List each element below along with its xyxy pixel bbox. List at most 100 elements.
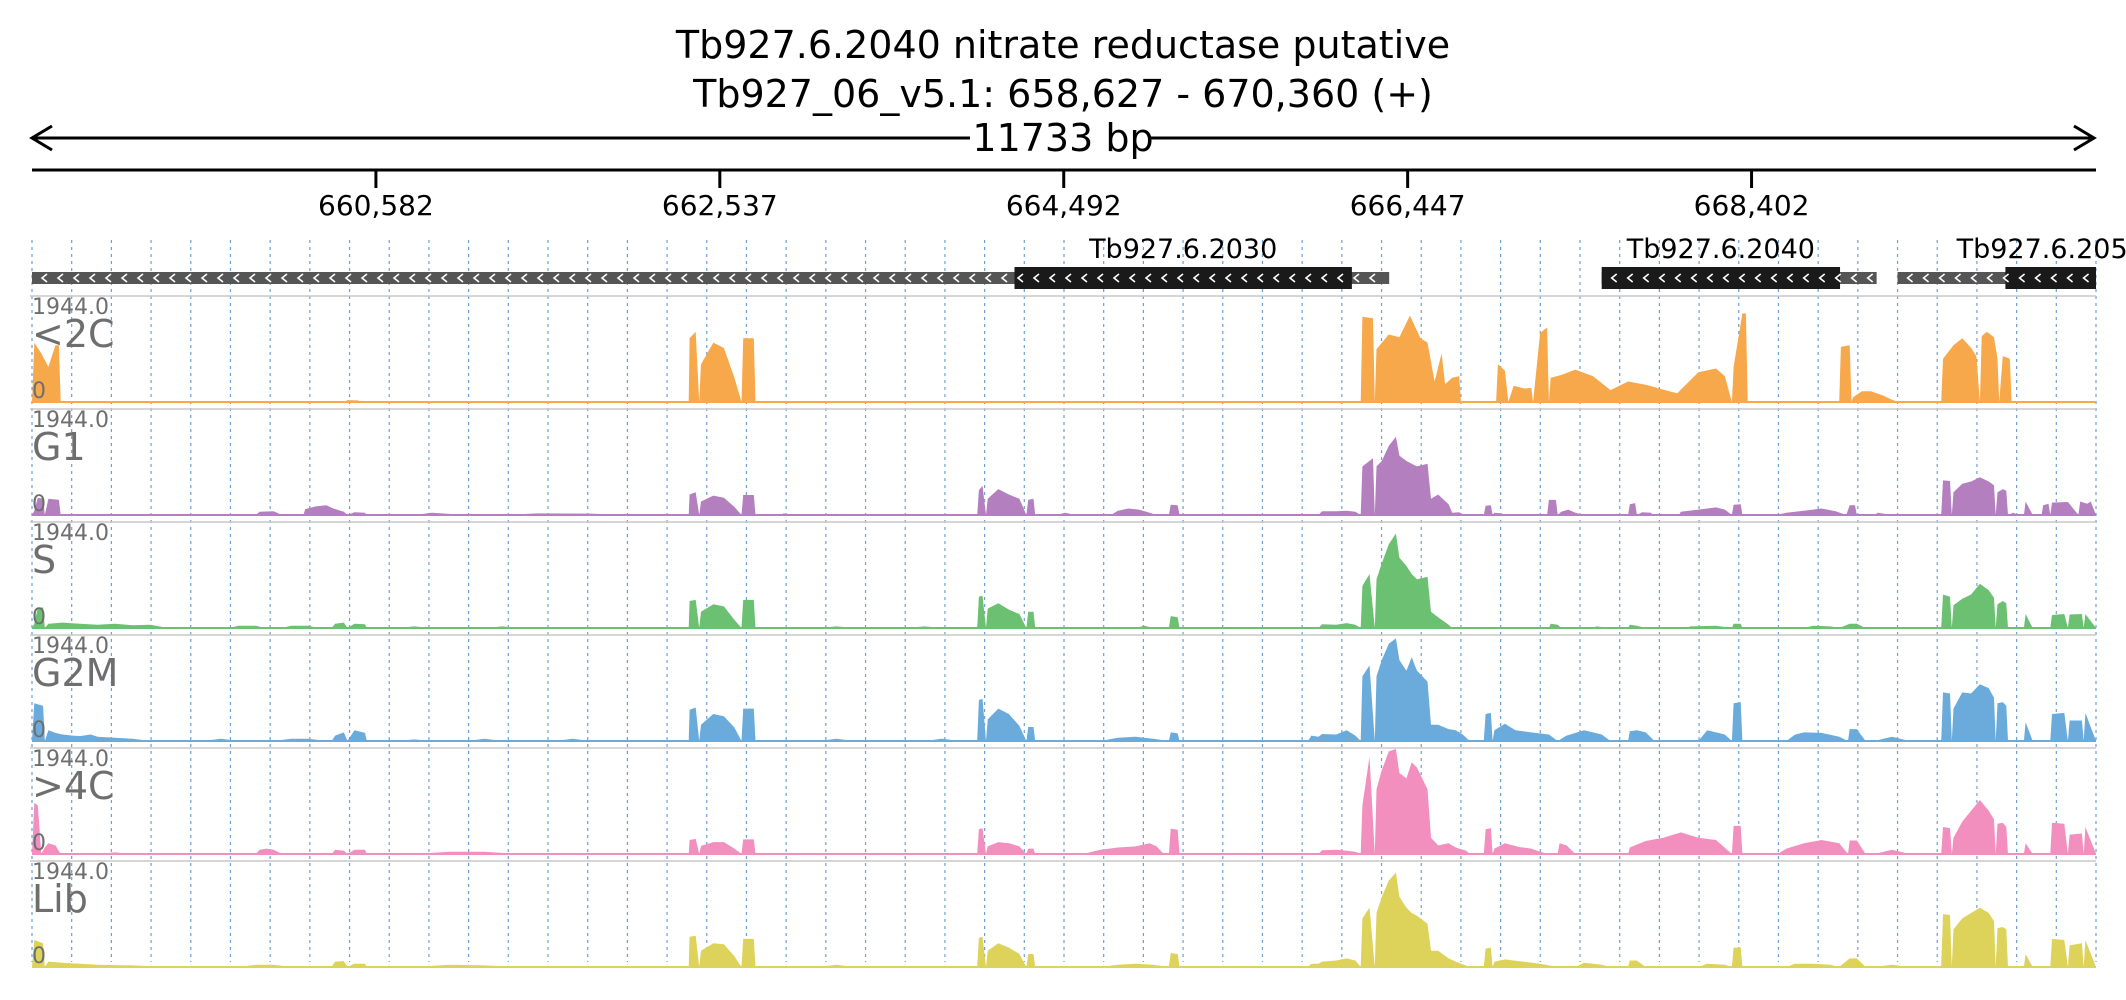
- strand-chevron: [568, 273, 576, 283]
- strand-chevron: [1016, 273, 1024, 283]
- strand-chevron: [696, 273, 704, 283]
- strand-chevron: [1938, 273, 1946, 283]
- strand-chevron: [1096, 273, 1104, 283]
- strand-chevron: [904, 273, 912, 283]
- gene-label[interactable]: Tb927.6.2040: [1626, 234, 1815, 265]
- strand-chevron: [1922, 273, 1930, 283]
- strand-chevron: [520, 273, 528, 283]
- strand-chevron: [424, 273, 432, 283]
- strand-chevron: [2066, 273, 2074, 283]
- strand-chevron: [1288, 273, 1296, 283]
- strand-chevron: [88, 273, 96, 283]
- strand-chevron: [1304, 273, 1312, 283]
- gene-label[interactable]: Tb927.6.2050: [1956, 234, 2126, 265]
- gene-cds[interactable]: [1601, 267, 1841, 289]
- strand-chevron: [1850, 273, 1858, 283]
- strand-chevron: [1954, 273, 1962, 283]
- axis-tick-label: 668,402: [1694, 189, 1810, 222]
- track-name: S: [32, 538, 56, 582]
- strand-chevron: [856, 273, 864, 283]
- strand-chevron: [1352, 273, 1360, 283]
- strand-chevron: [552, 273, 560, 283]
- strand-chevron: [104, 273, 112, 283]
- strand-chevron: [1240, 273, 1248, 283]
- strand-chevron: [280, 273, 288, 283]
- track-max-label: 1944.0: [32, 295, 109, 320]
- strand-chevron: [1866, 273, 1874, 283]
- strand-chevron: [1208, 273, 1216, 283]
- strand-chevron: [1144, 273, 1152, 283]
- strand-chevron: [792, 273, 800, 283]
- strand-chevron: [72, 273, 80, 283]
- span-arrowhead-right: [2073, 124, 2097, 152]
- strand-chevron: [360, 273, 368, 283]
- strand-chevron: [184, 273, 192, 283]
- strand-chevron: [1626, 273, 1634, 283]
- strand-chevron: [1754, 273, 1762, 283]
- track-min-label: 0: [32, 492, 46, 517]
- track-max-label: 1944.0: [32, 747, 109, 772]
- strand-chevron: [1818, 273, 1826, 283]
- strand-chevron: [1642, 273, 1650, 283]
- track-max-label: 1944.0: [32, 521, 109, 546]
- strand-chevron: [120, 273, 128, 283]
- strand-chevron: [1770, 273, 1778, 283]
- strand-chevron: [1160, 273, 1168, 283]
- strand-chevron: [56, 273, 64, 283]
- strand-chevron: [456, 273, 464, 283]
- track-min-label: 0: [32, 379, 46, 404]
- strand-chevron: [952, 273, 960, 283]
- strand-chevron: [472, 273, 480, 283]
- chart-title: Tb927.6.2040 nitrate reductase putative: [675, 23, 1450, 67]
- strand-chevron: [248, 273, 256, 283]
- chart-subtitle: Tb927_06_v5.1: 658,627 - 670,360 (+): [692, 72, 1433, 116]
- strand-chevron: [440, 273, 448, 283]
- track-min-label: 0: [32, 831, 46, 856]
- strand-chevron: [296, 273, 304, 283]
- strand-chevron: [392, 273, 400, 283]
- strand-chevron: [1802, 273, 1810, 283]
- strand-chevron: [376, 273, 384, 283]
- strand-chevron: [1674, 273, 1682, 283]
- strand-chevron: [936, 273, 944, 283]
- strand-chevron: [216, 273, 224, 283]
- strand-chevron: [536, 273, 544, 283]
- span-arrowhead-left: [29, 124, 53, 152]
- strand-chevron: [408, 273, 416, 283]
- strand-chevron: [584, 273, 592, 283]
- strand-chevron: [1834, 273, 1842, 283]
- strand-chevron: [328, 273, 336, 283]
- strand-chevron: [1272, 273, 1280, 283]
- strand-chevron: [1906, 273, 1914, 283]
- axis-tick-label: 666,447: [1350, 189, 1466, 222]
- strand-chevron: [1690, 273, 1698, 283]
- strand-chevron: [2002, 273, 2010, 283]
- coverage-tracks: 1944.0<2C01944.0G101944.0S01944.0G2M0194…: [30, 295, 2096, 969]
- strand-chevron: [1224, 273, 1232, 283]
- gene-cds[interactable]: [1014, 267, 1352, 289]
- strand-chevron: [712, 273, 720, 283]
- strand-chevron: [680, 273, 688, 283]
- strand-chevron: [1320, 273, 1328, 283]
- track-name: G2M: [32, 651, 118, 695]
- strand-chevron: [200, 273, 208, 283]
- strand-chevron: [632, 273, 640, 283]
- strand-chevron: [1080, 273, 1088, 283]
- strand-chevron: [1032, 273, 1040, 283]
- gene-label[interactable]: Tb927.6.2030: [1088, 234, 1277, 265]
- strand-chevron: [1658, 273, 1666, 283]
- track-name: <2C: [32, 312, 115, 356]
- strand-chevron: [1722, 273, 1730, 283]
- strand-chevron: [488, 273, 496, 283]
- track-name: >4C: [32, 764, 115, 808]
- strand-chevron: [1064, 273, 1072, 283]
- strand-chevron: [872, 273, 880, 283]
- track-min-label: 0: [32, 718, 46, 743]
- strand-chevron: [728, 273, 736, 283]
- track-max-label: 1944.0: [32, 860, 109, 885]
- coverage-area: [32, 313, 2096, 402]
- strand-chevron: [776, 273, 784, 283]
- strand-chevron: [2018, 273, 2026, 283]
- axis-tick-label: 664,492: [1006, 189, 1122, 222]
- strand-chevron: [136, 273, 144, 283]
